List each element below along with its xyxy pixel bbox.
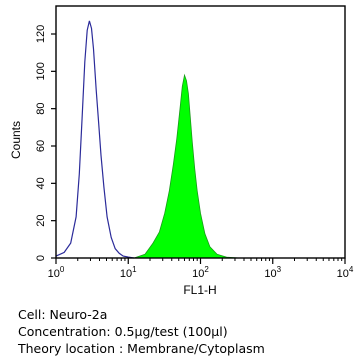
y-tick-label: 100 [35, 62, 47, 80]
y-tick-label: 20 [35, 215, 47, 227]
caption-concentration: Concentration: 0.5μg/test (100μl) [18, 324, 228, 339]
x-tick-label: 100 [48, 265, 65, 280]
y-tick-label: 60 [35, 140, 47, 152]
y-tick-label: 40 [35, 177, 47, 189]
histogram-series-filled [133, 73, 240, 259]
x-axis-title: FL1-H [183, 283, 216, 297]
y-tick-label: 0 [35, 255, 47, 261]
x-tick-label: 104 [337, 265, 354, 280]
x-tick-label: 101 [120, 265, 137, 280]
caption-theory-location: Theory location : Membrane/Cytoplasm [18, 341, 265, 356]
axis-layer: 0 20 40 60 80 100 120 100 101 102 103 104 [35, 25, 354, 280]
histogram-series-outline [55, 20, 135, 259]
x-tick-label: 103 [264, 265, 281, 280]
caption-cell: Cell: Neuro-2a [18, 307, 108, 322]
y-tick-label: 120 [35, 25, 47, 43]
y-tick-label: 80 [35, 103, 47, 115]
histogram-chart: 0 20 40 60 80 100 120 100 101 102 103 104 FL1-H Cou… [9, 5, 354, 297]
x-tick-label: 102 [192, 265, 209, 280]
series-layer [55, 20, 240, 259]
y-axis-title: Counts [9, 121, 23, 159]
